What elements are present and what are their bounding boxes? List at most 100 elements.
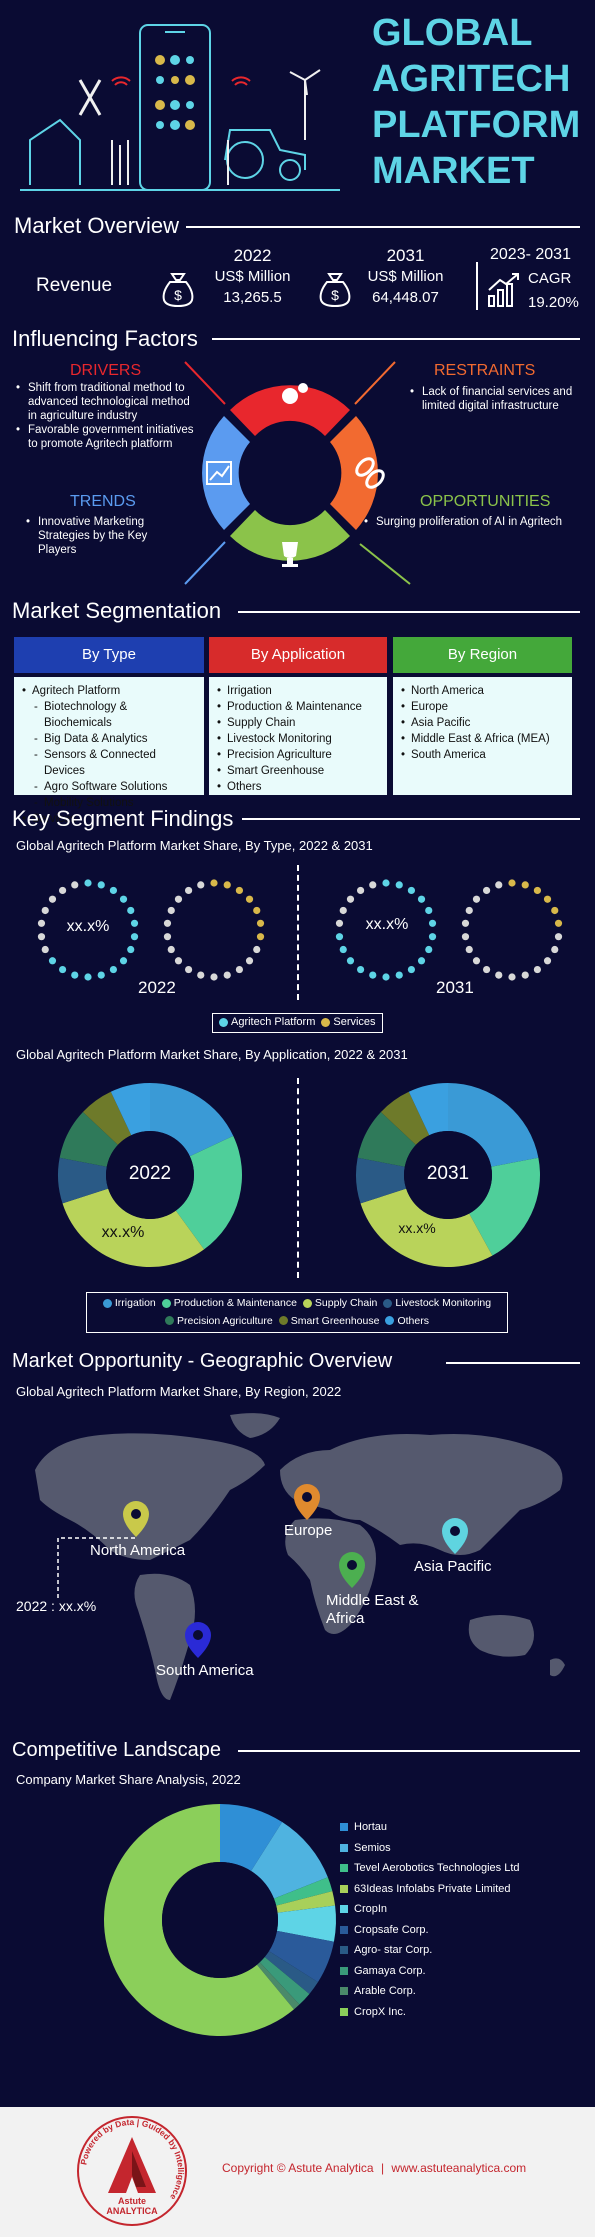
overview-2022-value: 13,265.5 [223,289,282,306]
map-callout-value: 2022 : xx.x% [16,1598,97,1614]
list-item: Services [22,811,198,827]
findings-title: Key Segment Findings [12,806,234,831]
north-america-pin-icon [123,1501,149,1537]
list-item: Middle East & Africa (MEA) [401,731,566,747]
findings-divider [297,865,299,1000]
list-item: North America [401,683,566,699]
type-share-dot [37,919,46,927]
logo-name-1: Astute [118,2196,146,2206]
type-share-dot [48,957,57,965]
type-share-dot [533,965,542,974]
type-share-dot [425,906,433,915]
legend-swatch [340,1946,348,1955]
type-share-dot [335,919,344,927]
type-2031-year: 2031 [436,978,474,997]
app-legend-item: Production & Maintenance [173,1297,297,1309]
south-america-pin-icon [185,1622,211,1658]
legend-swatch [321,1017,331,1027]
map-callout-line [57,1537,135,1600]
type-share-dot [551,906,559,915]
type-share-dot [167,945,175,954]
legend-swatch [302,1298,312,1308]
list-item: Precision Agriculture [217,747,381,763]
type-share-dot [428,919,437,927]
company-legend-item: CropIn [354,1903,388,1916]
legend-swatch [340,1987,348,1996]
factors-title-rule [212,338,580,340]
asia-pacific-pin-icon [442,1518,468,1554]
type-share-dot [84,879,92,887]
application-slice [110,1083,150,1136]
company-legend-item: Cropsafe Corp. [354,1923,429,1936]
type-share-dot [253,945,261,954]
legend-swatch [385,1316,395,1325]
list-item: Production & Maintenance [217,699,381,715]
type-share-dot [37,933,46,941]
application-slice [380,1091,430,1145]
region-asia-pacific: Asia Pacific [414,1558,492,1575]
type-share-dot [41,945,49,954]
company-slice [273,1877,333,1906]
type-share-dot [197,971,205,979]
world-map [35,1413,565,1700]
opportunities-item: Surging proliferation of AI in Agritech [364,515,564,529]
region-middle-east-africa: Middle East & Africa [326,1592,419,1627]
app-legend-item: Livestock Monitoring [395,1297,492,1309]
type-legend: Agritech Platform Services [212,1013,383,1033]
type-share-dot [521,971,529,979]
legend-swatch [340,1905,348,1914]
company-slice [251,1822,328,1899]
application-slice [357,1112,416,1167]
application-slice [408,1083,448,1136]
middle-east-africa-pin-icon [339,1552,365,1588]
competitive-title-rule [238,1750,580,1752]
type-share-dot [369,881,377,889]
svg-text:$: $ [331,287,339,303]
type-share-dot [356,965,365,974]
company-legend-item: Semios [354,1841,391,1854]
type-share-dot [461,933,470,941]
list-item: Livestock Monitoring [217,731,381,747]
type-share-dot [382,879,390,887]
company-slice [264,1951,318,1994]
list-item: Big Data & Analytics [22,731,198,747]
factors-wheel [184,361,411,585]
company-legend-item: Gamaya Corp. [354,1964,426,1977]
donut-hole [404,1131,492,1219]
geo-title-rule [446,1362,580,1364]
legend-swatch [161,1298,171,1308]
type-share-dot [465,906,473,915]
type-share-dot [130,919,139,927]
type-dot-rings [37,879,563,981]
by-application-header: By Application [209,637,387,673]
list-item: Biotechnology & Biochemicals [22,699,198,731]
region-south-america: South America [156,1662,254,1679]
type-share-dot [554,919,563,927]
type-share-dot [71,881,79,889]
footer-website-link[interactable]: www.astuteanalytica.com [391,2161,527,2175]
donut-hole [106,1131,194,1219]
donut-hole [162,1862,278,1978]
type-share-dot [97,971,105,979]
competitive-caption: Company Market Share Analysis, [16,1772,209,1787]
segmentation-title: Market Segmentation [12,598,222,623]
application-slice [175,1135,242,1250]
type-share-dot [417,957,426,965]
type-share-dot [119,895,128,903]
competitive-title: Competitive Landscape [12,1739,222,1761]
type-share-dot [335,933,344,941]
legend-swatch [278,1316,288,1325]
type-share-dot [369,971,377,979]
app-divider [297,1078,299,1278]
legend-swatch [340,1864,348,1873]
by-region-header: By Region [393,637,572,673]
type-share-dot [41,906,49,915]
list-item: Asia Pacific [401,715,566,731]
overview-2031-unit: US$ Million [367,268,444,285]
list-item: Smart Greenhouse [217,763,381,779]
type-share-dot [210,973,218,981]
type-share-dot [48,895,57,903]
type-share-dot [130,933,139,941]
logo-name-2: ANALYTICA [106,2206,158,2216]
type-2022-year: 2022 [138,978,176,997]
